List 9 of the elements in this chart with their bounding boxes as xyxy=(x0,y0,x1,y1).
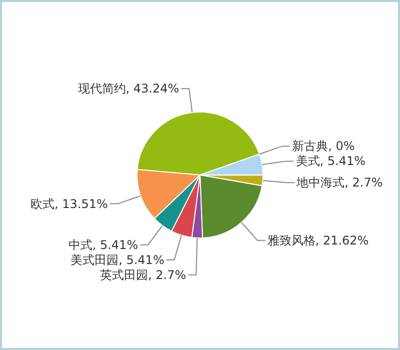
slice-label: 欧式, 13.51% xyxy=(30,196,108,211)
slice-label: 现代简约, 43.24% xyxy=(78,82,180,96)
slice-label: 美式田园, 5.41% xyxy=(70,252,164,267)
slice-label: 雅致风格, 21.62% xyxy=(267,233,369,248)
slice-label: 地中海式, 2.7% xyxy=(296,176,383,190)
slice-label: 中式, 5.41% xyxy=(68,238,138,252)
slice-label: 英式田园, 2.7% xyxy=(100,268,186,282)
slice-label: 美式, 5.41% xyxy=(296,154,366,168)
legend-label: 新古典, 0% xyxy=(292,139,355,154)
